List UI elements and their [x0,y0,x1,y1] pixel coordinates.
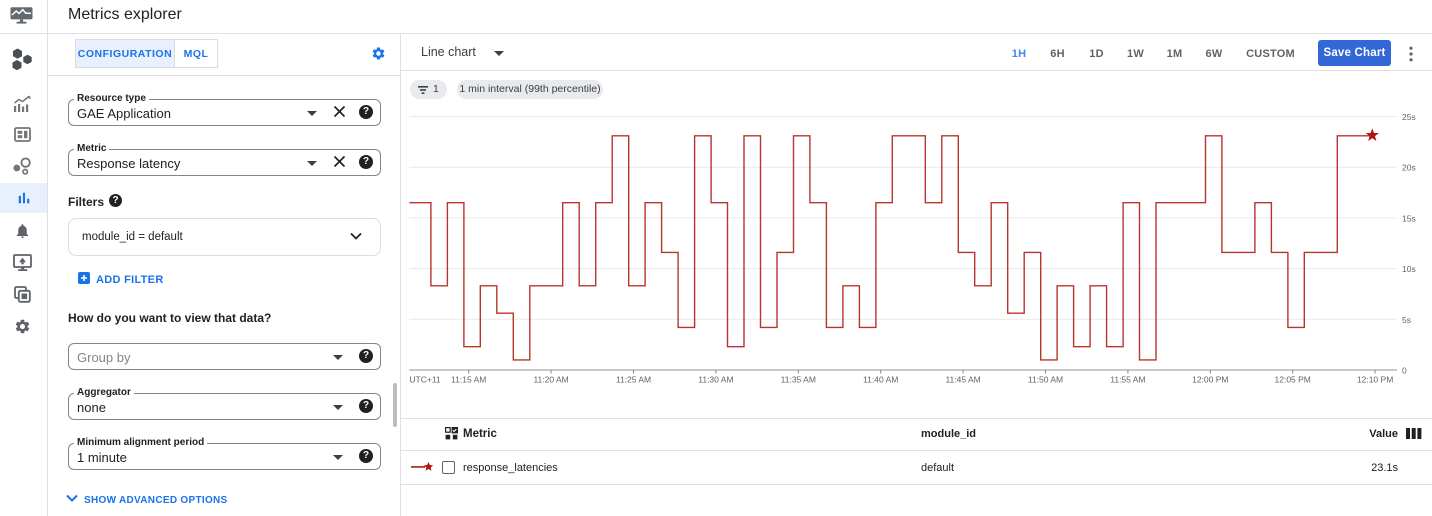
svg-text:11:45 AM: 11:45 AM [945,375,980,385]
svg-text:15s: 15s [1402,213,1416,223]
svg-text:12:00 PM: 12:00 PM [1192,375,1228,385]
svg-text:11:15 AM: 11:15 AM [451,375,486,385]
svg-text:20s: 20s [1402,163,1416,173]
svg-text:11:35 AM: 11:35 AM [781,375,816,385]
svg-text:11:25 AM: 11:25 AM [616,375,651,385]
svg-text:11:40 AM: 11:40 AM [863,375,898,385]
svg-text:25s: 25s [1402,112,1416,122]
svg-text:12:05 PM: 12:05 PM [1275,375,1311,385]
svg-text:11:55 AM: 11:55 AM [1110,375,1145,385]
svg-text:12:10 PM: 12:10 PM [1357,375,1393,385]
svg-text:11:50 AM: 11:50 AM [1028,375,1063,385]
svg-text:0: 0 [1402,366,1407,376]
svg-text:11:30 AM: 11:30 AM [698,375,733,385]
svg-text:10s: 10s [1402,264,1416,274]
svg-text:UTC+11: UTC+11 [409,375,441,385]
svg-text:5s: 5s [1402,315,1411,325]
svg-text:11:20 AM: 11:20 AM [533,375,568,385]
